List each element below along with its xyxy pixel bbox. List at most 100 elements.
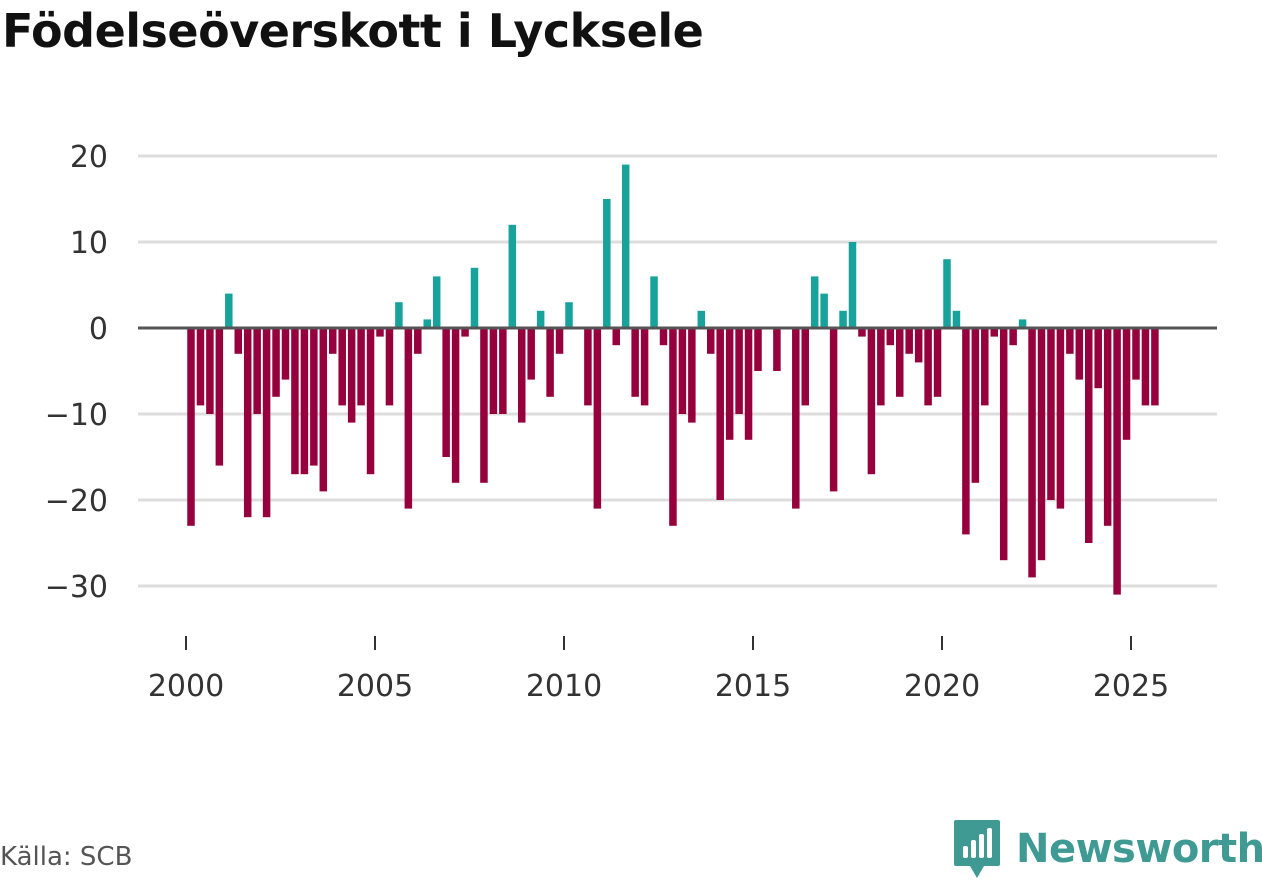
bar <box>707 328 715 354</box>
bar <box>385 328 394 406</box>
y-tick-label: 10 <box>70 226 108 261</box>
bar <box>867 328 876 475</box>
bar <box>631 328 639 397</box>
bar <box>1066 328 1074 354</box>
bar <box>981 328 989 406</box>
bar <box>725 328 734 440</box>
bar <box>555 328 564 354</box>
bar <box>281 328 290 380</box>
bar <box>1151 328 1159 406</box>
bar <box>565 302 573 328</box>
bar <box>678 328 687 414</box>
bar <box>688 328 696 423</box>
bar <box>470 267 479 328</box>
bar <box>886 328 895 346</box>
bar <box>499 328 507 414</box>
bar <box>1132 328 1140 380</box>
gridlines <box>138 154 1217 588</box>
bar <box>432 276 441 328</box>
bar <box>253 328 261 414</box>
y-tick-label: 20 <box>70 140 108 175</box>
bar <box>376 328 384 337</box>
bar <box>187 328 195 526</box>
bar <box>489 328 498 414</box>
bar <box>792 328 800 509</box>
y-tick-label: −10 <box>45 398 108 433</box>
bar <box>659 328 668 346</box>
bar <box>480 328 488 483</box>
bar <box>1009 328 1017 346</box>
bar <box>905 328 913 354</box>
bar <box>536 310 545 328</box>
bar <box>735 328 743 414</box>
bar <box>423 319 431 328</box>
bar <box>839 310 847 328</box>
bar <box>300 328 309 475</box>
bar <box>896 328 904 397</box>
bar <box>196 328 205 406</box>
bar <box>546 328 554 397</box>
bar <box>414 328 422 354</box>
bar <box>395 302 403 328</box>
bar <box>829 328 838 492</box>
bar <box>1047 328 1055 500</box>
newsworthy-logo[interactable]: Newsworthy <box>952 818 1262 880</box>
bar <box>206 328 214 414</box>
bar <box>914 328 923 363</box>
source-note: Källa: SCB <box>0 842 133 872</box>
bar <box>215 328 224 466</box>
newsworthy-wordmark: Newsworthy <box>1016 826 1262 872</box>
bar <box>225 293 233 328</box>
bar <box>943 259 951 328</box>
bar <box>262 328 271 518</box>
bar <box>461 328 469 337</box>
bar <box>243 328 252 518</box>
bar <box>848 242 857 328</box>
bar <box>971 328 980 483</box>
bar <box>1075 328 1084 380</box>
bar <box>1103 328 1112 526</box>
bar <box>952 310 961 328</box>
y-tick-label: −30 <box>45 570 108 605</box>
bar <box>291 328 299 475</box>
bar <box>1113 328 1121 595</box>
bar <box>744 328 753 440</box>
bar <box>612 328 620 346</box>
bar <box>877 328 885 406</box>
bar <box>357 328 365 406</box>
x-tick-label: 2005 <box>337 669 413 704</box>
bar <box>1018 319 1027 328</box>
bar <box>527 328 535 380</box>
x-axis: 2000 2005 2010 2015 2020 2025 <box>148 636 1169 704</box>
bar <box>697 310 706 328</box>
bar <box>1141 328 1150 406</box>
bar <box>603 199 611 328</box>
chart-title: Födelseöverskott i Lycksele <box>2 4 704 58</box>
bar <box>272 328 280 397</box>
bar <box>716 328 724 500</box>
bar <box>810 276 819 328</box>
bar <box>584 328 592 406</box>
bar <box>329 328 337 354</box>
bar <box>1028 328 1036 578</box>
bar <box>773 328 781 371</box>
bar <box>1122 328 1131 440</box>
bar <box>621 164 630 328</box>
bar <box>319 328 328 492</box>
bar <box>310 328 318 466</box>
bar <box>234 328 242 354</box>
bar-series <box>187 164 1159 595</box>
bar <box>442 328 450 457</box>
bar <box>640 328 649 406</box>
bar <box>858 328 866 337</box>
bar <box>451 328 460 483</box>
x-tick-label: 2000 <box>148 669 224 704</box>
y-tick-label: 0 <box>89 312 108 347</box>
bar <box>754 328 762 371</box>
bar <box>1085 328 1093 543</box>
bar <box>669 328 677 526</box>
bar <box>508 224 517 328</box>
x-tick-label: 2020 <box>904 669 980 704</box>
bar <box>338 328 346 406</box>
